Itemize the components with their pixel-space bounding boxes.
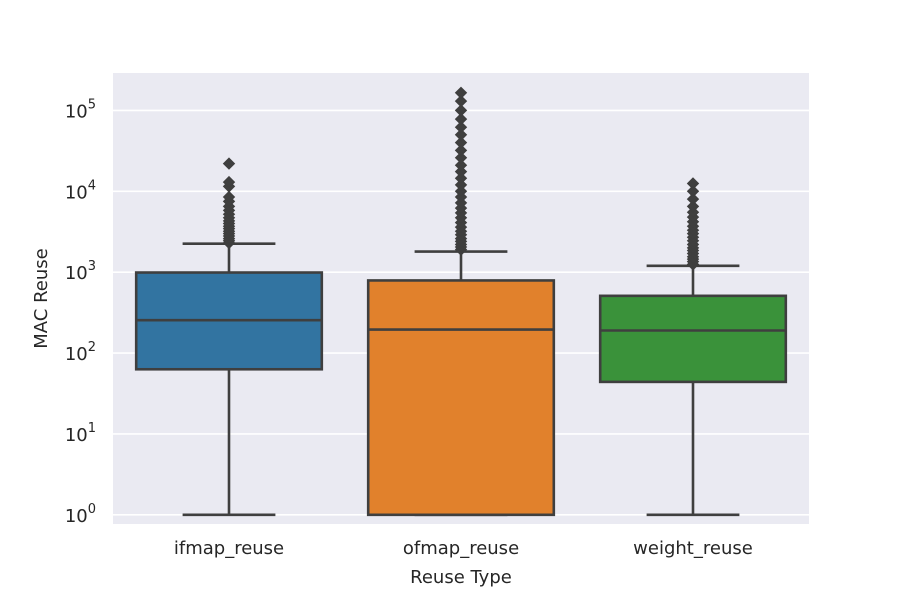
y-tick-exponent: 4 — [88, 178, 96, 193]
boxes-layer — [134, 86, 788, 517]
y-tick-base: 10 — [65, 425, 88, 446]
box-ofmap_reuse — [366, 86, 556, 517]
outlier-point — [222, 190, 236, 204]
outlier-point — [454, 144, 468, 157]
y-tick-base: 10 — [65, 263, 88, 284]
y-tick-label: 102 — [65, 340, 96, 365]
outlier-point — [454, 104, 468, 117]
y-tick-label: 100 — [65, 502, 96, 527]
y-tick-base: 10 — [65, 344, 88, 365]
y-tick-base: 10 — [65, 182, 88, 203]
y-tick-label: 101 — [65, 421, 96, 446]
outlier-point — [222, 157, 236, 170]
y-tick-exponent: 2 — [88, 340, 96, 355]
outlier-point — [454, 151, 468, 164]
box-weight_reuse — [598, 177, 788, 517]
x-axis-label: Reuse Type — [410, 567, 512, 588]
y-tick-base: 10 — [65, 101, 88, 122]
box-ifmap_reuse — [134, 157, 324, 517]
y-tick-exponent: 0 — [88, 502, 96, 517]
outlier-point — [454, 86, 468, 100]
y-tick-exponent: 1 — [88, 421, 96, 436]
outlier-point — [454, 128, 468, 141]
outlier-point — [454, 185, 468, 198]
y-tick-exponent: 5 — [88, 97, 96, 112]
outlier-point — [454, 159, 468, 172]
outlier-point — [222, 175, 236, 189]
x-tick-label: ofmap_reuse — [403, 538, 519, 559]
outlier-point — [454, 120, 468, 134]
outlier-point — [454, 94, 468, 108]
iqr-box — [598, 294, 788, 384]
y-tick-label: 104 — [65, 178, 96, 203]
iqr-box — [366, 279, 556, 517]
outlier-point — [454, 136, 468, 149]
outlier-point — [686, 177, 700, 190]
outlier-point — [454, 172, 468, 185]
outlier-point — [686, 200, 700, 213]
x-tick-labels: ifmap_reuse ofmap_reuse weight_reuse — [174, 538, 753, 559]
outlier-point — [454, 178, 468, 192]
outlier-point — [454, 112, 468, 126]
outlier-point — [686, 192, 700, 206]
y-tick-exponent: 3 — [88, 259, 96, 274]
y-tick-label: 105 — [65, 97, 96, 122]
y-axis-label: MAC Reuse — [31, 248, 52, 348]
y-tick-base: 10 — [65, 506, 88, 527]
outlier-point — [686, 185, 700, 198]
x-tick-label: ifmap_reuse — [174, 538, 284, 559]
y-tick-label: 103 — [65, 259, 96, 284]
outlier-point — [454, 165, 468, 178]
x-tick-label: weight_reuse — [633, 538, 753, 559]
